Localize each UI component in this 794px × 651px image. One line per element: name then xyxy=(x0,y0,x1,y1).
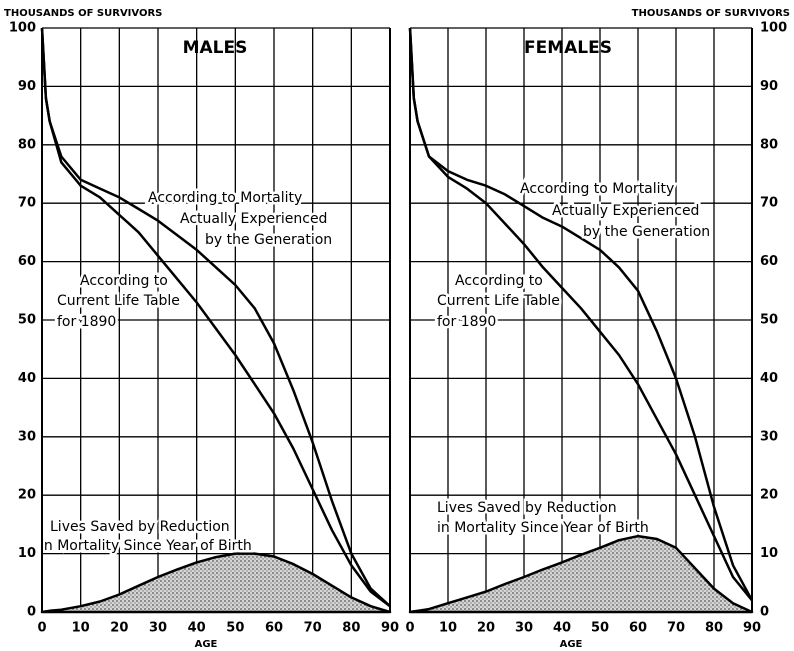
x-tick-label: 40 xyxy=(553,621,571,636)
x-tick-label: 50 xyxy=(591,621,609,636)
x-tick-label: 80 xyxy=(705,621,723,636)
chart-title: MALES xyxy=(183,38,248,58)
annotation: According to xyxy=(455,273,543,289)
annotation: by the Generation xyxy=(583,224,710,240)
y-tick-label: 30 xyxy=(760,429,778,444)
x-tick-label: 60 xyxy=(629,621,647,636)
x-tick-label: 0 xyxy=(405,621,414,636)
y-tick-label: 60 xyxy=(18,254,36,269)
annotation: According to Mortality xyxy=(148,190,302,206)
y-tick-label: 20 xyxy=(760,488,778,503)
y-tick-label: 0 xyxy=(27,605,36,620)
y-tick-label: 80 xyxy=(760,137,778,152)
x-tick-label: 30 xyxy=(149,621,167,636)
x-tick-label: 10 xyxy=(72,621,90,636)
x-tick-label: 30 xyxy=(515,621,533,636)
annotation: Current Life Table xyxy=(57,293,180,309)
annotation: Lives Saved by Reduction xyxy=(50,519,230,535)
annotation: According to Mortality xyxy=(520,181,674,197)
annotation: Current Life Table xyxy=(437,293,560,309)
x-tick-label: 70 xyxy=(304,621,322,636)
line xyxy=(40,27,391,608)
x-tick-label: 80 xyxy=(342,621,360,636)
area xyxy=(408,534,754,614)
x-tick-label: 60 xyxy=(265,621,283,636)
x-axis-label: AGE xyxy=(560,639,583,650)
y-tick-label: 50 xyxy=(760,313,778,328)
y-tick-label: 70 xyxy=(18,196,36,211)
y-tick-label: 50 xyxy=(18,313,36,328)
y-tick-label: 100 xyxy=(9,21,36,36)
y-tick-label: 10 xyxy=(760,546,778,561)
y-tick-label: 20 xyxy=(18,488,36,503)
y-tick-label: 100 xyxy=(760,21,787,36)
annotation: in Mortality Since Year of Birth xyxy=(40,538,252,554)
annotation: According to xyxy=(80,273,168,289)
y-tick-label: 90 xyxy=(18,79,36,94)
y-tick-label: 40 xyxy=(18,371,36,386)
annotation: Actually Experienced xyxy=(180,211,327,227)
annotation: by the Generation xyxy=(205,232,332,248)
y-axis-label: THOUSANDS OF SURVIVORS xyxy=(632,8,790,19)
x-tick-label: 40 xyxy=(188,621,206,636)
x-tick-label: 50 xyxy=(226,621,244,636)
line xyxy=(408,27,754,601)
line xyxy=(408,27,753,602)
annotation: for 1890 xyxy=(57,314,116,330)
y-tick-label: 0 xyxy=(760,605,769,620)
x-tick-label: 70 xyxy=(667,621,685,636)
x-tick-label: 90 xyxy=(381,621,399,636)
annotation: Lives Saved by Reduction xyxy=(437,500,617,516)
y-axis-label: THOUSANDS OF SURVIVORS xyxy=(4,8,162,19)
y-tick-label: 60 xyxy=(760,254,778,269)
x-tick-label: 20 xyxy=(477,621,495,636)
y-tick-label: 70 xyxy=(760,196,778,211)
annotation: Actually Experienced xyxy=(552,203,699,219)
annotation: in Mortality Since Year of Birth xyxy=(437,520,649,536)
line xyxy=(40,27,391,608)
y-tick-label: 40 xyxy=(760,371,778,386)
x-tick-label: 90 xyxy=(743,621,761,636)
y-tick-label: 10 xyxy=(18,546,36,561)
annotation: for 1890 xyxy=(437,314,496,330)
x-tick-label: 0 xyxy=(37,621,46,636)
y-tick-label: 30 xyxy=(18,429,36,444)
y-tick-label: 90 xyxy=(760,79,778,94)
chart-title: FEMALES xyxy=(524,38,612,58)
x-tick-label: 10 xyxy=(439,621,457,636)
x-axis-label: AGE xyxy=(195,639,218,650)
x-tick-label: 20 xyxy=(110,621,128,636)
y-tick-label: 80 xyxy=(18,137,36,152)
area xyxy=(40,552,392,614)
